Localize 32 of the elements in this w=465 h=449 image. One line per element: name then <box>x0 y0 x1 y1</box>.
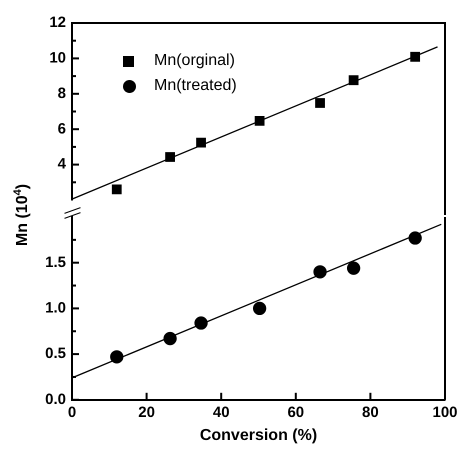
point <box>313 265 327 278</box>
point <box>194 316 208 330</box>
x-tick-label: 40 <box>212 404 230 421</box>
point <box>165 152 175 162</box>
point <box>254 116 265 126</box>
point <box>196 138 206 148</box>
point <box>408 231 422 245</box>
point <box>346 262 360 275</box>
x-tick-label: 0 <box>68 404 76 421</box>
x-tick-label: 60 <box>287 404 304 421</box>
legend-label: Mn(treated) <box>154 77 237 95</box>
x-tick-label: 100 <box>432 404 458 421</box>
point <box>110 350 124 364</box>
point <box>315 98 325 108</box>
y-tick-label: 0.5 <box>45 345 66 362</box>
point <box>410 52 420 62</box>
x-tick-label: 80 <box>362 404 379 421</box>
y-tick-label: 4 <box>58 156 67 173</box>
point <box>348 75 359 86</box>
point <box>112 184 122 194</box>
point <box>252 302 266 316</box>
x-axis-title: Conversion (%) <box>200 426 318 444</box>
point <box>163 332 177 346</box>
legend-label: Mn(orginal) <box>154 52 235 70</box>
y-tick-label: 6 <box>58 120 66 138</box>
x-tick-label: 20 <box>138 404 155 421</box>
y-tick-label: 10 <box>49 50 66 67</box>
y-tick-label: 8 <box>58 84 66 102</box>
y-tick-label: 1.0 <box>45 300 66 317</box>
y-tick-label: 0.0 <box>45 390 66 408</box>
y-tick-label: 12 <box>49 14 66 32</box>
y-tick-label: 1.5 <box>45 254 66 271</box>
